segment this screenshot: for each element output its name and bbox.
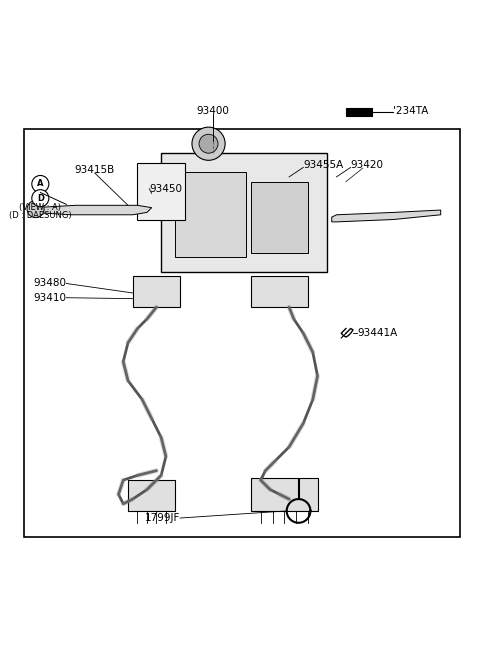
Text: '234TA: '234TA [393, 106, 429, 116]
Bar [133, 277, 180, 307]
Circle shape [192, 127, 225, 160]
Bar [175, 172, 246, 258]
Bar [24, 129, 460, 537]
Text: 93455A: 93455A [303, 160, 344, 170]
Text: 93415B: 93415B [75, 165, 115, 175]
Bar [251, 277, 308, 307]
Polygon shape [332, 210, 441, 222]
Bar [128, 480, 175, 511]
Bar [251, 181, 308, 253]
Circle shape [199, 134, 218, 153]
Text: D: D [37, 194, 44, 203]
Text: (D : DAESUNG): (D : DAESUNG) [9, 212, 72, 220]
Bar [137, 163, 185, 219]
Text: 93480: 93480 [34, 279, 66, 288]
Circle shape [32, 190, 49, 207]
Text: A: A [37, 179, 44, 189]
Bar [251, 478, 317, 511]
Text: 93420: 93420 [351, 160, 384, 170]
Text: 1799JF: 1799JF [145, 513, 180, 523]
Text: 93450: 93450 [149, 184, 182, 194]
Text: (VIEW : A): (VIEW : A) [19, 203, 61, 212]
Circle shape [27, 200, 44, 217]
Circle shape [32, 175, 49, 193]
Bar [161, 153, 327, 271]
Text: 93441A: 93441A [358, 328, 398, 338]
Polygon shape [33, 205, 152, 215]
Text: 93410: 93410 [34, 293, 66, 303]
Bar [346, 108, 372, 116]
Text: 93400: 93400 [197, 106, 230, 116]
